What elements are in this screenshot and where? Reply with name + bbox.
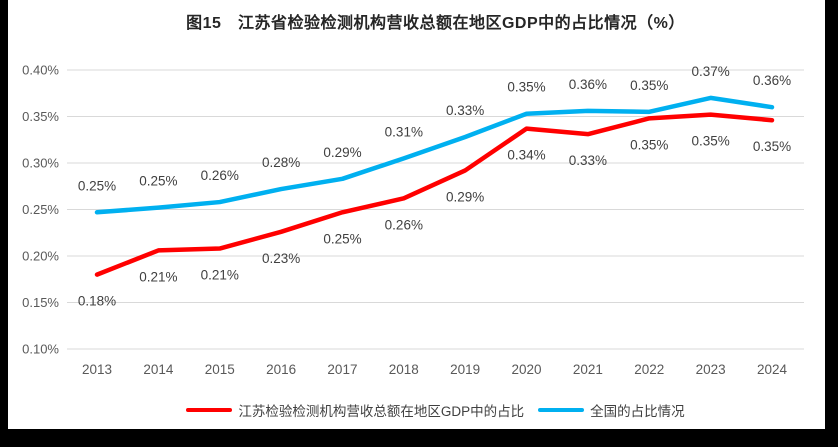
data-label: 0.25% bbox=[323, 231, 361, 246]
data-label: 0.18% bbox=[78, 294, 116, 309]
data-label: 0.21% bbox=[201, 268, 239, 283]
legend-label-jiangsu: 江苏检验检测机构营收总额在地区GDP中的占比 bbox=[238, 404, 525, 419]
x-axis-tick-label: 2024 bbox=[757, 362, 788, 377]
data-label: 0.25% bbox=[139, 174, 177, 189]
legend-item-national: 全国的占比情况 bbox=[538, 400, 685, 420]
data-label: 0.25% bbox=[78, 178, 116, 193]
data-label: 0.36% bbox=[569, 77, 607, 92]
data-label: 0.21% bbox=[139, 269, 177, 284]
x-axis-tick-label: 2021 bbox=[573, 362, 603, 377]
data-label: 0.31% bbox=[385, 124, 423, 139]
data-label: 0.33% bbox=[569, 153, 607, 168]
data-label: 0.34% bbox=[507, 148, 545, 163]
y-axis-tick-label: 0.15% bbox=[22, 295, 59, 310]
data-label: 0.35% bbox=[630, 137, 668, 152]
data-label: 0.28% bbox=[262, 155, 300, 170]
series-line-national bbox=[94, 95, 775, 215]
data-label: 0.26% bbox=[385, 217, 423, 232]
x-axis-tick-label: 2018 bbox=[389, 362, 419, 377]
legend-swatch-national-icon bbox=[538, 407, 585, 413]
data-label: 0.35% bbox=[753, 139, 791, 154]
data-label: 0.35% bbox=[507, 80, 545, 95]
data-label: 0.36% bbox=[753, 73, 791, 88]
x-axis-tick-label: 2016 bbox=[266, 362, 296, 377]
data-label: 0.35% bbox=[630, 78, 668, 93]
x-axis-tick-label: 2020 bbox=[512, 362, 542, 377]
y-axis-tick-label: 0.20% bbox=[22, 249, 59, 264]
chart-title: 图15 江苏省检验检测机构营收总额在地区GDP中的占比情况（%） bbox=[186, 15, 685, 32]
data-label: 0.33% bbox=[446, 103, 484, 118]
y-axis-tick-label: 0.40% bbox=[22, 63, 59, 78]
data-label: 0.37% bbox=[691, 64, 729, 79]
legend: 江苏检验检测机构营收总额在地区GDP中的占比 全国的占比情况 bbox=[67, 400, 804, 420]
legend-item-jiangsu: 江苏检验检测机构营收总额在地区GDP中的占比 bbox=[186, 400, 524, 420]
x-axis-tick-label: 2023 bbox=[696, 362, 726, 377]
data-label: 0.35% bbox=[691, 134, 729, 149]
y-axis-tick-label: 0.25% bbox=[22, 202, 59, 217]
legend-swatch-jiangsu-icon bbox=[186, 407, 233, 413]
x-axis-tick-label: 2013 bbox=[82, 362, 112, 377]
page-frame-right-bar bbox=[825, 0, 838, 447]
x-axis-tick-label: 2017 bbox=[327, 362, 357, 377]
y-axis-tick-label: 0.10% bbox=[22, 342, 59, 357]
x-axis-tick-label: 2014 bbox=[143, 362, 174, 377]
y-axis-tick-label: 0.35% bbox=[22, 109, 59, 124]
page-frame-left-bar bbox=[0, 0, 8, 447]
data-label: 0.23% bbox=[262, 251, 300, 266]
series-line-jiangsu bbox=[94, 112, 775, 277]
x-axis-tick-label: 2022 bbox=[634, 362, 664, 377]
data-label: 0.29% bbox=[446, 189, 484, 204]
data-label: 0.29% bbox=[323, 145, 361, 160]
y-axis-tick-label: 0.30% bbox=[22, 156, 59, 171]
page-frame-bottom-bar bbox=[0, 429, 838, 447]
x-axis-tick-label: 2015 bbox=[205, 362, 235, 377]
legend-label-national: 全国的占比情况 bbox=[590, 404, 685, 419]
x-axis-tick-label: 2019 bbox=[450, 362, 480, 377]
data-label: 0.26% bbox=[201, 168, 239, 183]
